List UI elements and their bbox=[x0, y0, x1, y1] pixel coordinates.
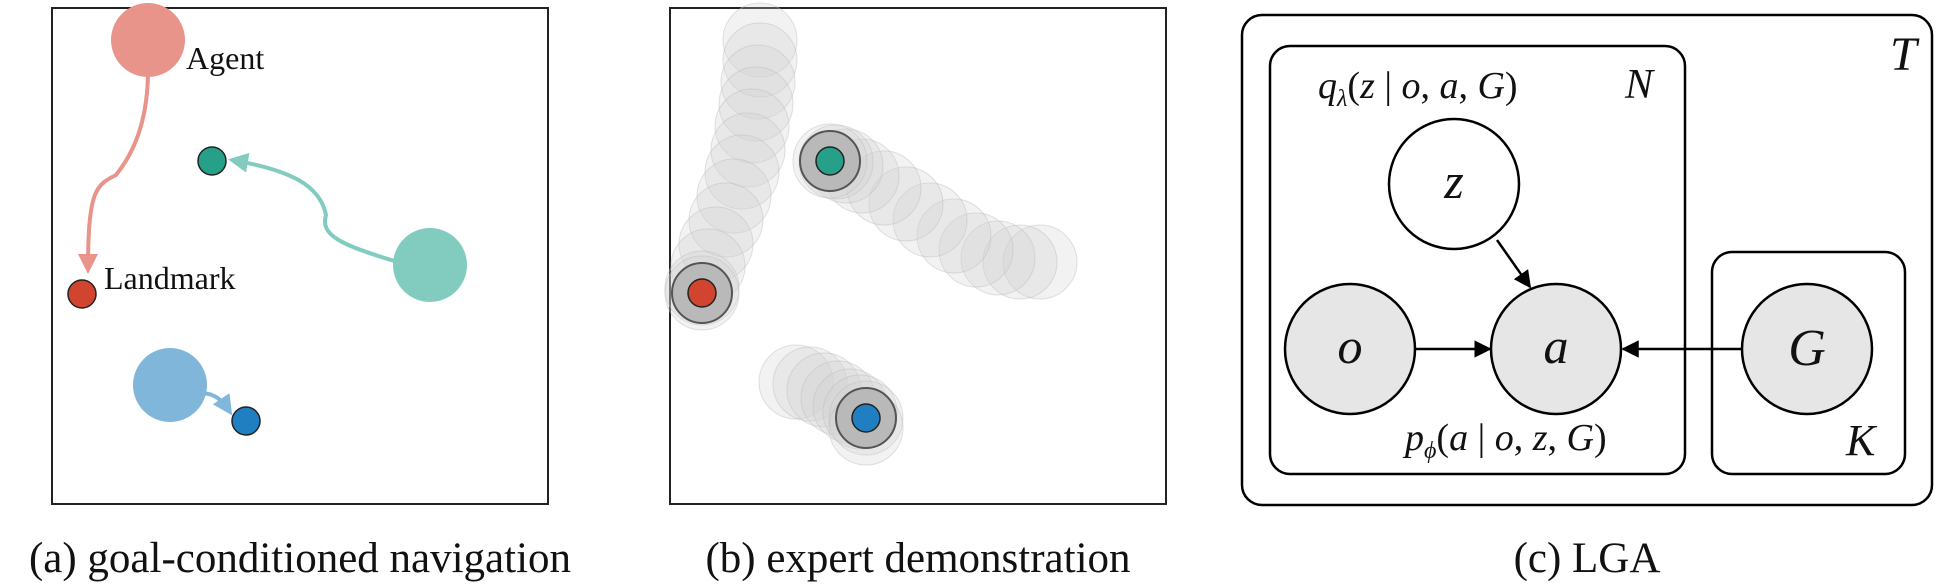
ghost-agent-0-3 bbox=[718, 66, 794, 142]
ghost-agent-0-5 bbox=[710, 112, 786, 188]
landmark-blue-b bbox=[851, 403, 881, 433]
plate-inner-label: N bbox=[1624, 62, 1655, 108]
plate-goal bbox=[1710, 250, 1907, 476]
landmark-teal bbox=[197, 146, 227, 176]
panel-a: Agent Landmark bbox=[51, 3, 549, 505]
node-G-label: G bbox=[1788, 320, 1826, 377]
ghost-agent-1-1 bbox=[982, 224, 1058, 300]
plate-goal-label: K bbox=[1845, 416, 1878, 465]
node-o bbox=[1283, 282, 1417, 416]
panel-c: T N K qλ(z | o, a, G) pϕ(a | o, z, G) z … bbox=[1240, 13, 1934, 507]
ghost-agent-0-6 bbox=[704, 134, 780, 210]
ghost-agent-0-4 bbox=[714, 88, 790, 164]
ghost-agent-0-7 bbox=[696, 158, 772, 234]
plate-inner bbox=[1268, 44, 1687, 476]
landmark-red-b bbox=[687, 278, 717, 308]
caption-b: (b) expert demonstration bbox=[705, 535, 1130, 582]
node-z-label: z bbox=[1443, 153, 1463, 209]
teal-trajectory bbox=[228, 152, 399, 264]
node-a-label: a bbox=[1544, 318, 1569, 374]
caption-a: (a) goal-conditioned navigation bbox=[29, 535, 571, 582]
ghost-agent-1-2 bbox=[960, 220, 1036, 296]
landmark-red bbox=[67, 279, 97, 309]
ghost-agent-1-3 bbox=[938, 212, 1014, 288]
ghost-agent-1-6 bbox=[868, 166, 944, 242]
panel-b bbox=[664, 2, 1167, 505]
node-o-label: o bbox=[1338, 318, 1363, 374]
caption-c: (c) LGA bbox=[1514, 535, 1661, 582]
node-G bbox=[1740, 282, 1874, 416]
ghost-agent-0-2 bbox=[720, 44, 796, 120]
ghost-agent-2-0 bbox=[758, 344, 834, 420]
landmark-blue bbox=[231, 406, 261, 436]
ghost-agent-0-1 bbox=[722, 22, 798, 98]
ghost-agent-2-1 bbox=[772, 346, 848, 422]
ghost-agent-0-8 bbox=[688, 182, 764, 258]
agent-teal bbox=[393, 228, 467, 302]
red-trajectory bbox=[78, 69, 150, 274]
panel-a-frame bbox=[51, 7, 549, 505]
agent-red bbox=[111, 3, 185, 77]
edge-z-a bbox=[1495, 239, 1532, 289]
plate-outer bbox=[1240, 13, 1934, 507]
panel-b-frame bbox=[669, 7, 1167, 505]
ghost-agent-0-0 bbox=[722, 2, 798, 78]
landmark-label: Landmark bbox=[104, 260, 236, 296]
agent-label: Agent bbox=[186, 40, 264, 76]
ghost-agent-1-5 bbox=[892, 182, 968, 258]
landmark-teal-b bbox=[815, 146, 845, 176]
node-z bbox=[1387, 117, 1521, 251]
plate-outer-label: T bbox=[1890, 28, 1920, 81]
ghost-agent-1-7 bbox=[846, 150, 922, 226]
node-a bbox=[1489, 282, 1623, 416]
agent-blue bbox=[133, 348, 207, 422]
ghost-agent-1-4 bbox=[916, 198, 992, 274]
policy-formula: pϕ(a | o, z, G) bbox=[1402, 417, 1607, 464]
ghost-agent-1-0 bbox=[1002, 224, 1078, 300]
posterior-formula: qλ(z | o, a, G) bbox=[1318, 65, 1518, 112]
